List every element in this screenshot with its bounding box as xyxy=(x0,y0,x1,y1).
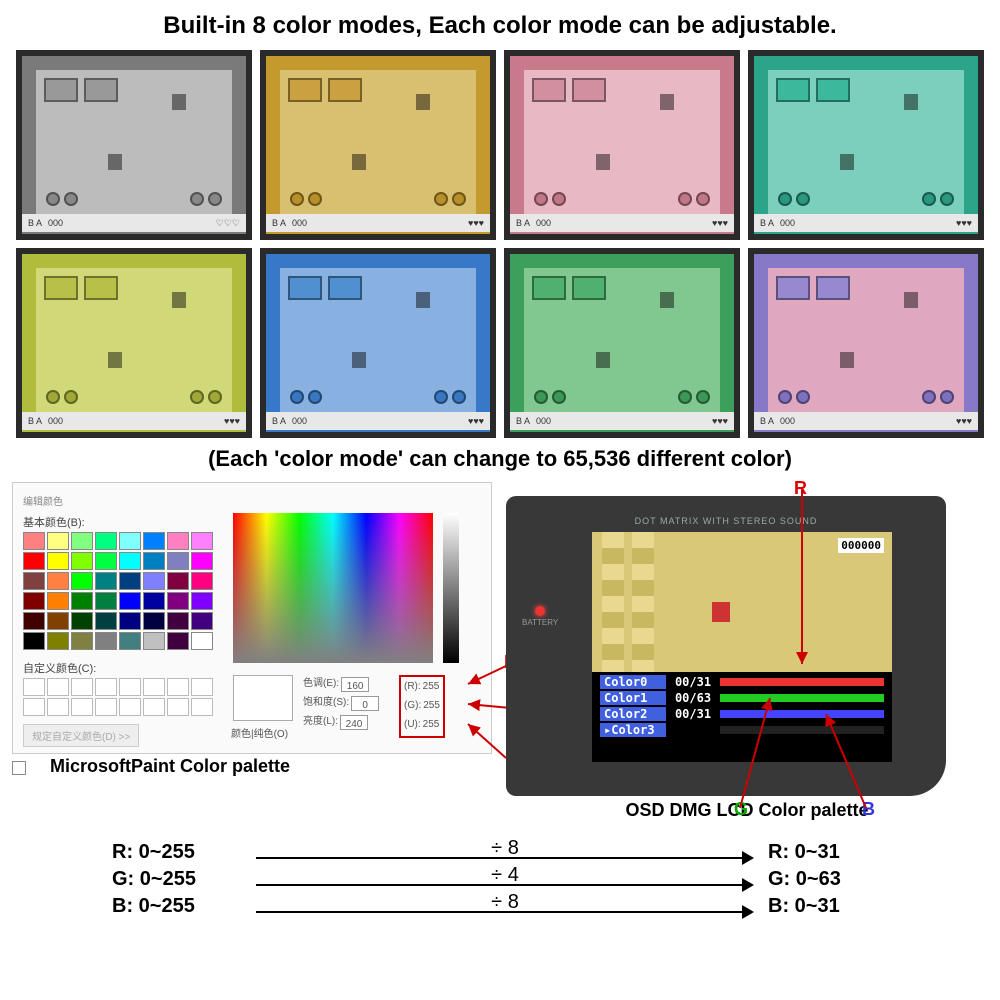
swatch[interactable] xyxy=(71,612,93,630)
dmg-device: DOT MATRIX WITH STEREO SOUND BATTERY 000… xyxy=(506,496,946,796)
paint-caption: MicrosoftPaint Color palette xyxy=(50,756,290,776)
swatch[interactable] xyxy=(95,532,117,550)
swatch[interactable] xyxy=(95,572,117,590)
color-mode-tile: B A000♥♥♥ xyxy=(16,248,252,438)
swatch[interactable] xyxy=(71,532,93,550)
preview-label: 颜色|纯色(O) xyxy=(231,725,288,740)
basic-swatches[interactable] xyxy=(23,532,219,650)
swatch[interactable] xyxy=(191,632,213,650)
swatch[interactable] xyxy=(95,592,117,610)
hsl-fields[interactable]: 色调(E):160饱和度(S):0亮度(L):240 xyxy=(303,675,379,732)
swatch[interactable] xyxy=(191,532,213,550)
swatch[interactable] xyxy=(119,592,141,610)
swatch[interactable] xyxy=(47,532,69,550)
swatch[interactable] xyxy=(47,572,69,590)
swatch[interactable] xyxy=(23,632,45,650)
swatch[interactable] xyxy=(167,592,189,610)
swatch[interactable] xyxy=(47,612,69,630)
rgb-fields[interactable]: (R):255(G):255(U):255 xyxy=(399,675,445,738)
swatch[interactable] xyxy=(119,532,141,550)
swatch[interactable] xyxy=(47,592,69,610)
color-picker-gradient[interactable] xyxy=(233,513,433,663)
dialog-title: 编辑颜色 xyxy=(23,493,481,508)
osd-menu[interactable]: Color000/31Color100/63Color200/31▸Color3 xyxy=(596,674,888,738)
color-preview xyxy=(233,675,293,721)
swatch[interactable] xyxy=(191,552,213,570)
swatch[interactable] xyxy=(167,532,189,550)
swatch[interactable] xyxy=(167,612,189,630)
color-mode-tile: B A000♥♥♥ xyxy=(260,50,496,240)
battery-indicator: BATTERY xyxy=(522,606,558,627)
swatch[interactable] xyxy=(47,552,69,570)
swatch[interactable] xyxy=(23,552,45,570)
subtitle: (Each 'color mode' can change to 65,536 … xyxy=(12,446,988,472)
swatch[interactable] xyxy=(167,632,189,650)
osd-g-annotation: G xyxy=(734,799,748,820)
color-mode-tile: B A000♥♥♥ xyxy=(748,248,984,438)
color-mode-tile: B A000♥♥♥ xyxy=(748,50,984,240)
swatch[interactable] xyxy=(71,552,93,570)
swatch[interactable] xyxy=(143,632,165,650)
osd-b-annotation: B xyxy=(862,799,875,820)
dmg-header: DOT MATRIX WITH STEREO SOUND xyxy=(532,516,920,526)
luminance-slider[interactable] xyxy=(443,513,459,663)
color-mode-tile: B A000♥♥♥ xyxy=(504,248,740,438)
swatch[interactable] xyxy=(143,552,165,570)
swatch[interactable] xyxy=(191,572,213,590)
swatch[interactable] xyxy=(119,552,141,570)
swatch[interactable] xyxy=(23,532,45,550)
color-mode-tile: B A000♥♥♥ xyxy=(504,50,740,240)
swatch[interactable] xyxy=(119,572,141,590)
mspaint-dialog: 编辑颜色 基本颜色(B): 自定义颜色(C): 规定自定义颜色(D) >> 颜色… xyxy=(12,482,492,754)
swatch[interactable] xyxy=(23,572,45,590)
swatch[interactable] xyxy=(71,572,93,590)
swatch[interactable] xyxy=(119,612,141,630)
dmg-screen: 000000 Color000/31Color100/63Color200/31… xyxy=(592,532,892,762)
swatch[interactable] xyxy=(191,592,213,610)
game-score: 000000 xyxy=(838,538,884,553)
swatch[interactable] xyxy=(47,632,69,650)
swatch[interactable] xyxy=(119,632,141,650)
swatch[interactable] xyxy=(71,592,93,610)
swatch[interactable] xyxy=(23,612,45,630)
swatch[interactable] xyxy=(23,592,45,610)
swatch[interactable] xyxy=(95,552,117,570)
swatch[interactable] xyxy=(167,572,189,590)
swatch[interactable] xyxy=(95,612,117,630)
conversion-table: R: 0~255÷ 8R: 0~31G: 0~255÷ 4G: 0~63B: 0… xyxy=(12,841,988,918)
swatch[interactable] xyxy=(143,592,165,610)
swatch[interactable] xyxy=(143,572,165,590)
main-title: Built-in 8 color modes, Each color mode … xyxy=(12,12,988,40)
define-custom-button[interactable]: 规定自定义颜色(D) >> xyxy=(23,724,139,747)
color-mode-tile: B A000♥♥♥ xyxy=(260,248,496,438)
swatch[interactable] xyxy=(167,552,189,570)
swatch[interactable] xyxy=(95,632,117,650)
swatch[interactable] xyxy=(143,612,165,630)
color-mode-grid: B A000♡♡♡ B A000♥♥♥ B A000♥♥♥ B A000♥♥♥ … xyxy=(16,50,984,438)
swatch[interactable] xyxy=(143,532,165,550)
color-mode-tile: B A000♡♡♡ xyxy=(16,50,252,240)
checkbox[interactable] xyxy=(12,761,26,775)
swatch[interactable] xyxy=(71,632,93,650)
swatch[interactable] xyxy=(191,612,213,630)
